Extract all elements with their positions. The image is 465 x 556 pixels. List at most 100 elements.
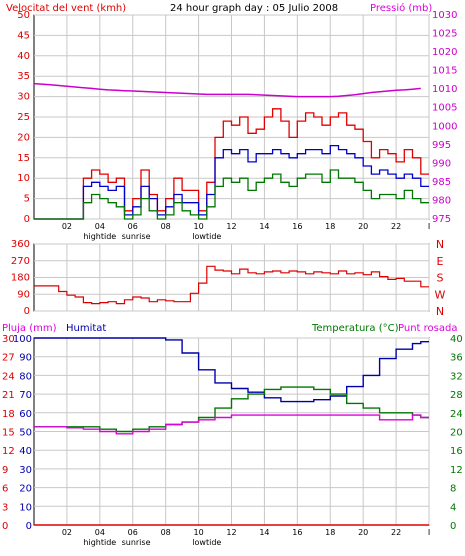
rain-y-tick-label: 21 xyxy=(2,390,15,401)
wind-y-tick-label: 40 xyxy=(17,51,30,62)
direction-y-tick-label: 270 xyxy=(11,256,30,267)
wind-x-tick-label: 10 xyxy=(193,222,203,231)
humidity-x-tick-label: 22 xyxy=(391,528,401,537)
pressure-y-tick-label: 1020 xyxy=(432,47,457,58)
compass-label: N xyxy=(436,305,444,318)
wind-x-tick-label: 06 xyxy=(128,222,138,231)
humidity-event-label: hightide xyxy=(83,538,116,547)
humidity-x-tick-label: 10 xyxy=(193,528,203,537)
pressure-y-tick-label: 995 xyxy=(432,140,451,151)
compass-label: W xyxy=(435,288,446,301)
direction-line xyxy=(34,265,429,305)
humidity-x-tick-label: 14 xyxy=(259,528,269,537)
wind-x-tick-label: 12 xyxy=(226,222,236,231)
rain-y-tick-label: 0 xyxy=(2,521,8,532)
temperature-y-tick-label: 0 xyxy=(450,521,456,532)
humidity-x-tick-label: I xyxy=(428,528,430,537)
wind-x-tick-label: 16 xyxy=(292,222,302,231)
rain-y-tick-label: 18 xyxy=(2,409,15,420)
wind-event-label: lowtide xyxy=(192,232,221,241)
pressure-y-tick-label: 975 xyxy=(432,214,451,225)
chart-title: 24 hour graph day : 05 Julio 2008 xyxy=(170,3,338,14)
wind-event-label: hightide xyxy=(83,232,116,241)
pressure-y-tick-label: 985 xyxy=(432,177,451,188)
humidity-y-tick-label: 60 xyxy=(19,409,32,420)
humidity-x-tick-label: 16 xyxy=(292,528,302,537)
pressure-axis-title: Pressió (mb) xyxy=(370,2,432,14)
rain-y-tick-label: 12 xyxy=(2,446,15,457)
pressure-y-tick-label: 1025 xyxy=(432,29,457,40)
temperature-y-tick-label: 16 xyxy=(450,446,463,457)
humidity-y-tick-label: 30 xyxy=(19,465,32,476)
pressure-y-tick-label: 1000 xyxy=(432,121,457,132)
pressure-y-tick-label: 1005 xyxy=(432,103,457,114)
pressure-line xyxy=(33,82,421,98)
wind-x-tick-label: I xyxy=(428,222,430,231)
rain-y-tick-label: 6 xyxy=(2,484,8,495)
rain-y-tick-label: 9 xyxy=(2,465,8,476)
temperature-y-tick-label: 32 xyxy=(450,371,463,382)
generated-marks: 02 04 06 08 10 12 14 16 18 20 22 I05101520253035404… xyxy=(2,10,463,547)
wind-y-tick-label: 50 xyxy=(17,10,30,21)
wind-y-tick-label: 5 xyxy=(24,194,30,205)
humidity-y-tick-label: 0 xyxy=(26,521,32,532)
wind-y-tick-label: 0 xyxy=(24,214,30,225)
temperature-y-tick-label: 8 xyxy=(450,484,456,495)
rain-y-tick-label: 27 xyxy=(2,353,15,364)
wind-x-tick-label: 18 xyxy=(325,222,335,231)
wind-x-tick-label: 22 xyxy=(391,222,401,231)
humidity-y-tick-label: 70 xyxy=(19,390,32,401)
rain-axis-title: Pluja (mm) xyxy=(2,323,57,334)
temperature-y-tick-label: 4 xyxy=(450,502,456,513)
humidity-y-tick-label: 80 xyxy=(19,371,32,382)
humidity-y-tick-label: 40 xyxy=(19,446,32,457)
wind-x-tick-label: 04 xyxy=(95,222,105,231)
rain-y-tick-label: 15 xyxy=(2,428,15,439)
wind-y-tick-label: 30 xyxy=(17,92,30,103)
humidity-x-tick-label: 04 xyxy=(95,528,105,537)
pressure-y-tick-label: 1015 xyxy=(432,66,457,77)
wind-axis-title: Velocitat del vent (kmh) xyxy=(6,3,126,14)
humidity-event-label: lowtide xyxy=(192,538,221,547)
humidity-x-tick-label: 08 xyxy=(161,528,171,537)
wind-x-tick-label: 20 xyxy=(358,222,368,231)
humidity-y-tick-label: 100 xyxy=(13,334,32,345)
temperature-y-tick-label: 36 xyxy=(450,353,463,364)
humidity-y-tick-label: 20 xyxy=(19,484,32,495)
humidity-x-tick-label: 02 xyxy=(62,528,72,537)
humidity-line xyxy=(34,337,429,403)
direction-y-tick-label: 90 xyxy=(17,289,30,300)
compass-label: S xyxy=(437,272,444,285)
wind-min-line xyxy=(34,169,429,220)
rain-y-tick-label: 3 xyxy=(2,502,8,513)
humidity-event-label: sunrise xyxy=(122,538,151,547)
humidity-y-tick-label: 10 xyxy=(19,502,32,513)
pressure-y-tick-label: 1010 xyxy=(432,84,457,95)
compass-label: N xyxy=(436,238,444,251)
temperature-y-tick-label: 20 xyxy=(450,428,463,439)
humidity-x-tick-label: 12 xyxy=(226,528,236,537)
wind-y-tick-label: 25 xyxy=(17,112,30,123)
wind-gust-line xyxy=(34,108,429,220)
temperature-y-tick-label: 12 xyxy=(450,465,463,476)
rain-y-tick-label: 24 xyxy=(2,371,15,382)
direction-y-tick-label: 180 xyxy=(11,273,30,284)
humidity-x-tick-label: 06 xyxy=(128,528,138,537)
wind-y-tick-label: 35 xyxy=(17,71,30,82)
dewpoint-line xyxy=(34,414,429,435)
wind-event-label: sunrise xyxy=(122,232,151,241)
rain-y-tick-label: 30 xyxy=(2,334,15,345)
wind-y-tick-label: 15 xyxy=(17,153,30,164)
wind-y-tick-label: 20 xyxy=(17,132,30,143)
dewpoint-axis-title: Punt rosada xyxy=(398,323,457,334)
humidity-y-tick-label: 90 xyxy=(19,353,32,364)
direction-y-tick-label: 360 xyxy=(11,239,30,250)
pressure-y-tick-label: 980 xyxy=(432,195,451,206)
humidity-x-tick-label: 20 xyxy=(358,528,368,537)
temperature-y-tick-label: 40 xyxy=(450,334,463,345)
humidity-y-tick-label: 50 xyxy=(19,428,32,439)
wind-y-tick-label: 45 xyxy=(17,30,30,41)
temperature-y-tick-label: 28 xyxy=(450,390,463,401)
wind-x-tick-label: 02 xyxy=(62,222,72,231)
